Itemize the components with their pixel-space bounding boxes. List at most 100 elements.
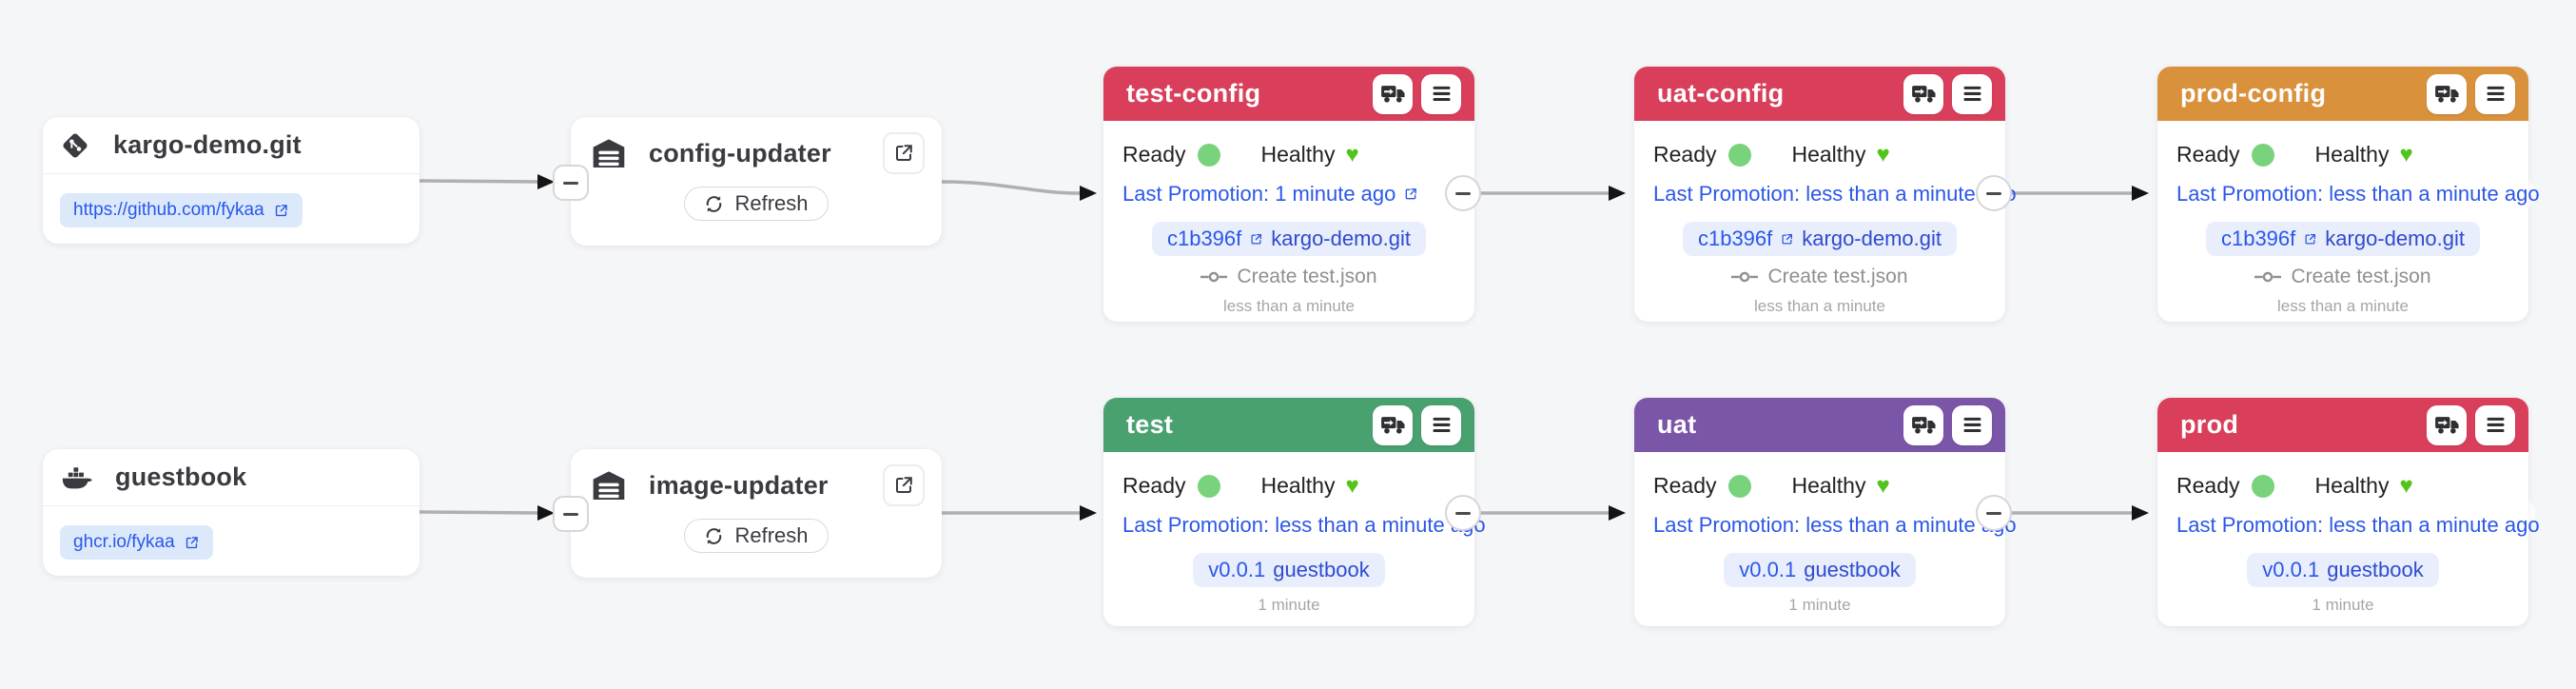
stage-output-handle[interactable] xyxy=(1976,495,2012,531)
minus-icon xyxy=(1986,511,2001,515)
stage-node-uat-config[interactable]: uat-config Ready Healthy ♥ Last Promotio… xyxy=(1634,67,2017,322)
repo-url-link[interactable]: ghcr.io/fykaa xyxy=(60,525,213,560)
stage-output-handle[interactable] xyxy=(1445,495,1481,531)
freight-age: less than a minute xyxy=(2277,297,2409,315)
heart-icon: ♥ xyxy=(2399,472,2413,499)
status-row: Ready Healthy ♥ xyxy=(2176,142,2528,167)
hamburger-menu-icon xyxy=(1433,86,1450,102)
last-promotion-link[interactable]: Last Promotion: less than a minute ago xyxy=(1653,513,2017,538)
promote-truck-button[interactable] xyxy=(1903,73,1943,114)
stage-menu-button[interactable] xyxy=(1421,404,1461,445)
freight-badge[interactable]: v0.0.1 guestbook xyxy=(1193,553,1385,587)
freight-age: 1 minute xyxy=(1788,596,1851,614)
minus-icon xyxy=(563,512,578,516)
warehouse-title: config-updater xyxy=(649,138,831,167)
last-promotion-link[interactable]: Last Promotion: less than a minute ago xyxy=(2176,513,2540,538)
freight-version: v0.0.1 xyxy=(1739,558,1797,581)
healthy-label: Healthy xyxy=(1260,142,1336,167)
promote-truck-icon xyxy=(1379,85,1406,104)
last-promotion-link[interactable]: Last Promotion: less than a minute ago xyxy=(1653,182,2017,207)
stage-menu-button[interactable] xyxy=(2475,404,2515,445)
promotion-step-row: Create test.json xyxy=(1103,266,1474,288)
promote-truck-button[interactable] xyxy=(1373,404,1413,445)
external-link-icon xyxy=(1251,233,1262,244)
repo-node-kargo-demo: kargo-demo.git https://github.com/fykaa xyxy=(43,117,420,244)
promote-truck-icon xyxy=(1910,416,1937,435)
promote-truck-icon xyxy=(1379,416,1406,435)
repo-url-text: ghcr.io/fykaa xyxy=(73,532,175,552)
git-commit-icon xyxy=(1200,271,1228,283)
stage-node-prod[interactable]: prod Ready Healthy ♥ Last Promotion: les… xyxy=(2157,398,2540,626)
ready-label: Ready xyxy=(1653,142,1717,167)
status-row: Ready Healthy ♥ xyxy=(1122,473,1474,499)
heart-icon: ♥ xyxy=(1876,472,1890,499)
external-link-icon xyxy=(2305,233,2316,244)
stage-menu-button[interactable] xyxy=(1421,73,1461,114)
heart-icon: ♥ xyxy=(1876,141,1890,167)
external-link-icon xyxy=(275,204,287,216)
ready-status-dot xyxy=(1728,474,1752,498)
stage-node-uat[interactable]: uat Ready Healthy ♥ Last Promotion: less… xyxy=(1634,398,2017,626)
stage-node-test-config[interactable]: test-config Ready Healthy ♥ Last Promoti… xyxy=(1103,67,1481,322)
stage-menu-button[interactable] xyxy=(1952,404,1992,445)
open-warehouse-button[interactable] xyxy=(883,464,925,506)
ready-status-dot xyxy=(2252,143,2275,167)
warehouse-input-handle[interactable] xyxy=(553,165,589,201)
refresh-label: Refresh xyxy=(734,523,809,547)
refresh-button[interactable]: Refresh xyxy=(684,519,829,553)
stage-menu-button[interactable] xyxy=(1952,73,1992,114)
promote-truck-button[interactable] xyxy=(2427,404,2467,445)
warehouse-input-handle[interactable] xyxy=(553,496,589,532)
last-promotion-text: Last Promotion: less than a minute ago xyxy=(1122,513,1486,537)
last-promotion-link[interactable]: Last Promotion: 1 minute ago xyxy=(1122,182,1474,207)
warehouse-title: image-updater xyxy=(649,470,829,500)
refresh-button[interactable]: Refresh xyxy=(684,187,829,221)
promote-truck-button[interactable] xyxy=(2427,73,2467,114)
status-row: Ready Healthy ♥ xyxy=(2176,473,2528,499)
hamburger-menu-icon xyxy=(1433,417,1450,433)
freight-badge[interactable]: c1b396f kargo-demo.git xyxy=(1682,222,1958,256)
external-link-icon xyxy=(1782,233,1793,244)
stage-output-handle[interactable] xyxy=(1976,175,2012,211)
promote-truck-button[interactable] xyxy=(1373,73,1413,114)
freight-age: 1 minute xyxy=(2312,596,2374,614)
repo-url-link[interactable]: https://github.com/fykaa xyxy=(60,193,302,227)
ready-status-dot xyxy=(1728,143,1752,167)
warehouse-icon xyxy=(590,134,628,172)
warehouse-icon xyxy=(590,466,628,504)
repo-url-text: https://github.com/fykaa xyxy=(73,200,264,220)
edge-config-updater-to-test-config xyxy=(941,180,1097,201)
git-commit-icon xyxy=(1731,271,1759,283)
freight-version: v0.0.1 xyxy=(2262,558,2320,581)
last-promotion-link[interactable]: Last Promotion: less than a minute ago xyxy=(1122,513,1486,538)
heart-icon: ♥ xyxy=(1345,141,1359,167)
freight-badge[interactable]: c1b396f kargo-demo.git xyxy=(2205,222,2481,256)
status-row: Ready Healthy ♥ xyxy=(1653,142,2005,167)
warehouse-node-config-updater: config-updater Refresh xyxy=(553,117,942,246)
open-warehouse-button[interactable] xyxy=(883,132,925,174)
freight-commit: c1b396f xyxy=(1166,226,1242,250)
hamburger-menu-icon xyxy=(1963,417,1981,433)
stage-header: test xyxy=(1103,398,1474,452)
promote-truck-button[interactable] xyxy=(1903,404,1943,445)
freight-badge[interactable]: v0.0.1 guestbook xyxy=(2247,553,2439,587)
edge-repo-to-image-updater xyxy=(419,504,555,521)
last-promotion-link[interactable]: Last Promotion: less than a minute ago xyxy=(2176,182,2540,207)
stage-title: test-config xyxy=(1126,79,1261,108)
stage-node-test[interactable]: test Ready Healthy ♥ Last Promotion: les… xyxy=(1103,398,1486,626)
freight-commit: c1b396f xyxy=(2220,226,2296,250)
stage-header: uat xyxy=(1634,398,2005,452)
healthy-label: Healthy xyxy=(2314,473,2390,498)
status-row: Ready Healthy ♥ xyxy=(1122,142,1474,167)
stage-node-prod-config[interactable]: prod-config Ready Healthy ♥ Last Promoti… xyxy=(2157,67,2540,322)
freight-badge[interactable]: c1b396f kargo-demo.git xyxy=(1151,222,1427,256)
freight-badge[interactable]: v0.0.1 guestbook xyxy=(1724,553,1916,587)
freight-age: less than a minute xyxy=(1754,297,1885,315)
stage-title: test xyxy=(1126,410,1174,439)
stage-header: test-config xyxy=(1103,67,1474,121)
stage-menu-button[interactable] xyxy=(2475,73,2515,114)
stage-output-handle[interactable] xyxy=(1445,175,1481,211)
last-promotion-text: Last Promotion: less than a minute ago xyxy=(1653,182,2017,206)
minus-icon xyxy=(563,181,578,185)
